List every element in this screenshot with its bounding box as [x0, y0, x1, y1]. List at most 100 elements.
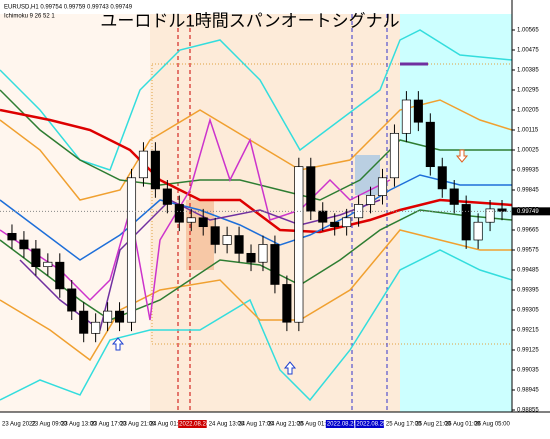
bollinger-upper [0, 29, 513, 171]
y-tick-label: 0.99665 [517, 228, 539, 234]
y-tick-label: 1.00475 [517, 48, 539, 54]
candle-body [150, 150, 160, 190]
candle-body [282, 284, 292, 323]
candle-body [43, 261, 53, 268]
candle-body [198, 217, 208, 228]
y-tick-label: 0.99935 [517, 168, 539, 174]
signal-box [186, 200, 214, 270]
band-mid [0, 89, 512, 201]
x-tick-label: 25 Aug 21:00 [415, 422, 451, 428]
y-tick-label: 0.98945 [517, 388, 539, 394]
x-label-highlight [178, 420, 207, 428]
y-tick-label: 0.99215 [517, 328, 539, 334]
candle-body [103, 310, 113, 323]
candle-body [186, 217, 196, 223]
candle-body [210, 226, 220, 245]
candle-body [234, 235, 244, 254]
band-mid [0, 209, 513, 321]
x-tick-label: 23 Aug 2022 [2, 422, 36, 428]
buy-arrow [283, 361, 297, 375]
x-tick-label: 2022.08.24 05:00 [179, 422, 226, 428]
x-tick-label: 24 Aug 01:00 [150, 422, 186, 428]
candle-body [126, 177, 137, 323]
candle-body [366, 195, 376, 205]
x-tick-label: 26 Aug 01:00 [445, 422, 481, 428]
candle-body [449, 188, 459, 205]
signal-box [355, 155, 380, 195]
candle-body [162, 188, 172, 205]
chart-title: ユーロドル1時間スパンオートシグナル [100, 11, 399, 30]
y-tick-label: 0.98855 [517, 408, 539, 414]
candle-body [67, 288, 77, 312]
x-tick-label: 2022.08.25 05:00 [327, 422, 374, 428]
range-frame [151, 63, 513, 345]
candle-body [55, 261, 65, 290]
y-tick-label: 0.99845 [517, 188, 539, 194]
y-tick-label: 0.99575 [517, 248, 539, 254]
candle-body [473, 221, 483, 241]
candle-body [246, 252, 256, 263]
zone-cyan [400, 14, 512, 412]
y-tick-label: 0.99125 [517, 348, 539, 354]
x-tick-label: 24 Aug 21:00 [268, 422, 304, 428]
header: Ichimoku 9 26 52 1 [4, 14, 55, 20]
candle-body [7, 232, 17, 241]
current-price-box [512, 207, 550, 216]
chikou [0, 117, 391, 321]
y-tick-label: 1.00385 [517, 68, 539, 74]
candle-body [138, 150, 148, 179]
y-tick-label: 1.00565 [517, 28, 539, 34]
candle-body [270, 244, 280, 285]
sell-arrow [455, 149, 469, 163]
x-tick-label: 2022.08.25 15:00 [356, 422, 403, 428]
band [0, 229, 512, 362]
x-tick-label: 26 Aug 05:00 [474, 422, 510, 428]
x-tick-label: 24 Aug 17:00 [238, 422, 274, 428]
header: EURUSD,H1 0.99754 0.99759 0.99743 0.9974… [4, 5, 133, 11]
x-tick-label: 25 Aug 17:00 [386, 422, 422, 428]
candle-body [461, 204, 471, 241]
current-price-label: 0.99749 [517, 209, 539, 215]
candle-body [222, 235, 232, 245]
candle-body [401, 99, 411, 134]
y-tick-label: 1.00025 [517, 148, 539, 154]
x-tick-label: 25 Aug 01:00 [297, 422, 333, 428]
candle-body [425, 121, 435, 168]
zone-left [0, 14, 150, 412]
buy-arrow [111, 337, 125, 351]
candle-body [318, 210, 328, 223]
candle-body [413, 99, 423, 123]
x-tick-label: 23 Aug 09:00 [32, 422, 68, 428]
candle-body [19, 239, 29, 250]
bollinger-lower [0, 249, 513, 402]
candle-body [31, 248, 41, 268]
candle-body [485, 208, 495, 223]
y-tick-label: 1.00205 [517, 108, 539, 114]
y-tick-label: 1.00295 [517, 88, 539, 94]
candle-body [354, 204, 364, 219]
candle-body [258, 244, 268, 263]
candle-body [79, 310, 89, 334]
candle-body [330, 221, 340, 228]
y-tick-label: 0.99395 [517, 288, 539, 294]
x-label-highlight [325, 420, 355, 428]
y-tick-label: 0.99485 [517, 268, 539, 274]
candle-body [377, 177, 388, 196]
tenkan [0, 174, 512, 261]
kijun [0, 108, 513, 234]
x-tick-label: 23 Aug 17:00 [91, 422, 127, 428]
y-tick-label: 0.99035 [517, 368, 539, 374]
candle-body [294, 166, 304, 323]
candle-body [91, 321, 101, 334]
candle-body [342, 217, 352, 228]
y-tick-label: 0.99305 [517, 308, 539, 314]
candle-body [174, 204, 184, 223]
x-tick-label: 23 Aug 13:00 [61, 422, 97, 428]
x-tick-label: 23 Aug 21:00 [120, 422, 156, 428]
x-label-highlight [355, 420, 384, 428]
candle-body [115, 310, 125, 323]
x-tick-label: 24 Aug 13:00 [209, 422, 245, 428]
candle-body [497, 208, 507, 212]
candle-body [306, 166, 316, 212]
